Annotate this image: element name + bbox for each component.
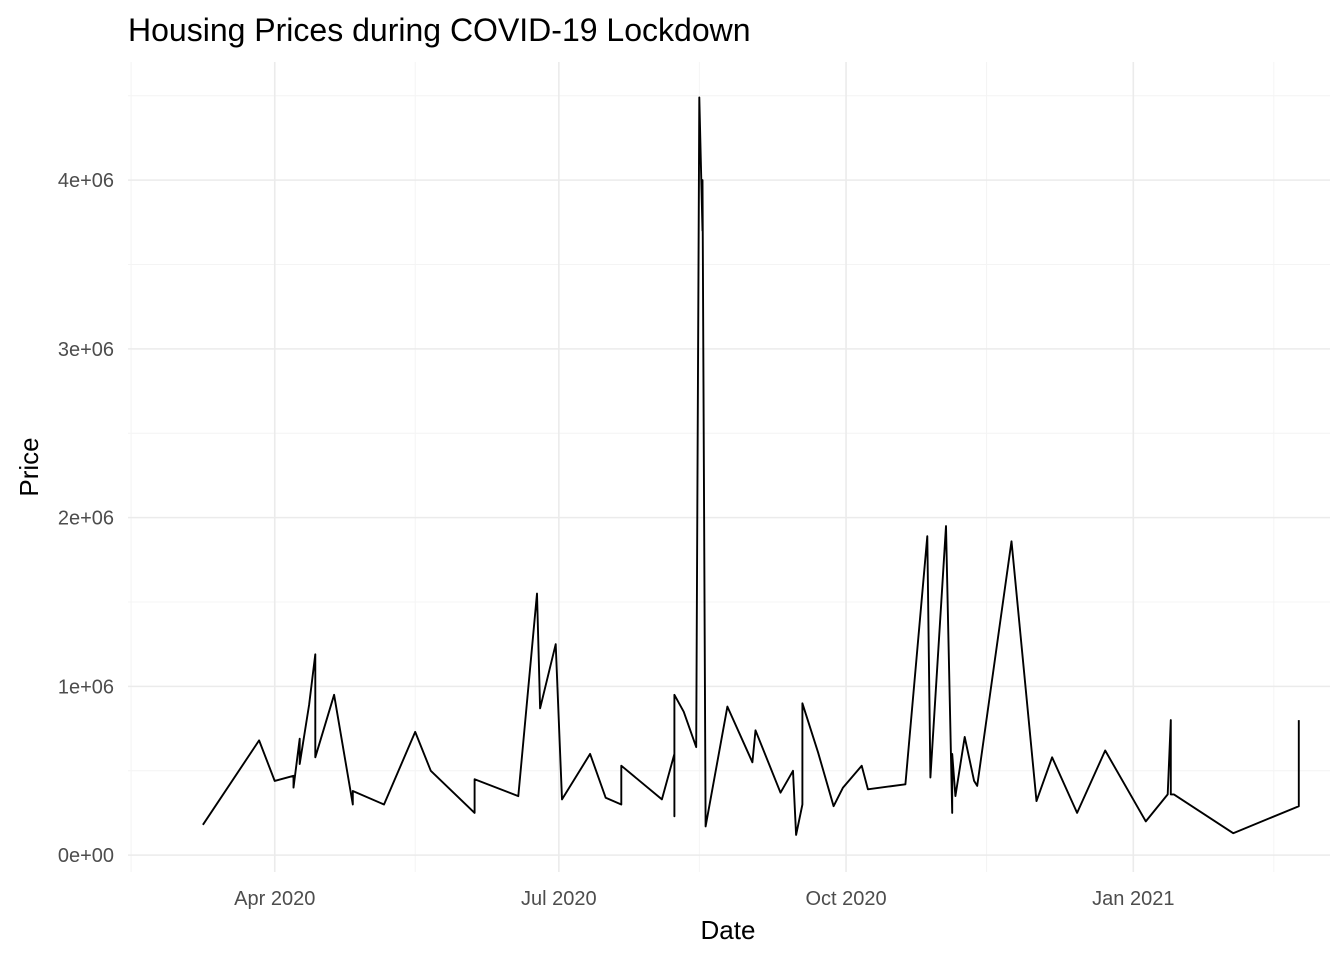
price-series-line (202, 96, 1300, 836)
y-axis-tick-labels: 0e+00 1e+06 2e+06 3e+06 4e+06 (58, 170, 114, 867)
chart-title: Housing Prices during COVID-19 Lockdown (128, 12, 751, 48)
x-tick-label-0: Apr 2020 (234, 888, 315, 910)
y-tick-label-1: 1e+06 (58, 676, 114, 698)
y-tick-label-2: 2e+06 (58, 508, 114, 530)
y-tick-label-3: 3e+06 (58, 339, 114, 361)
major-gridlines (128, 62, 1330, 872)
y-tick-label-4: 4e+06 (58, 170, 114, 192)
x-tick-label-3: Jan 2021 (1092, 888, 1174, 910)
x-tick-label-2: Oct 2020 (805, 888, 886, 910)
y-axis-title: Price (14, 437, 44, 496)
x-axis-tick-labels: Apr 2020 Jul 2020 Oct 2020 Jan 2021 (234, 888, 1174, 910)
y-tick-label-0: 0e+00 (58, 845, 114, 867)
x-tick-label-1: Jul 2020 (521, 888, 597, 910)
x-axis-title: Date (701, 915, 756, 945)
